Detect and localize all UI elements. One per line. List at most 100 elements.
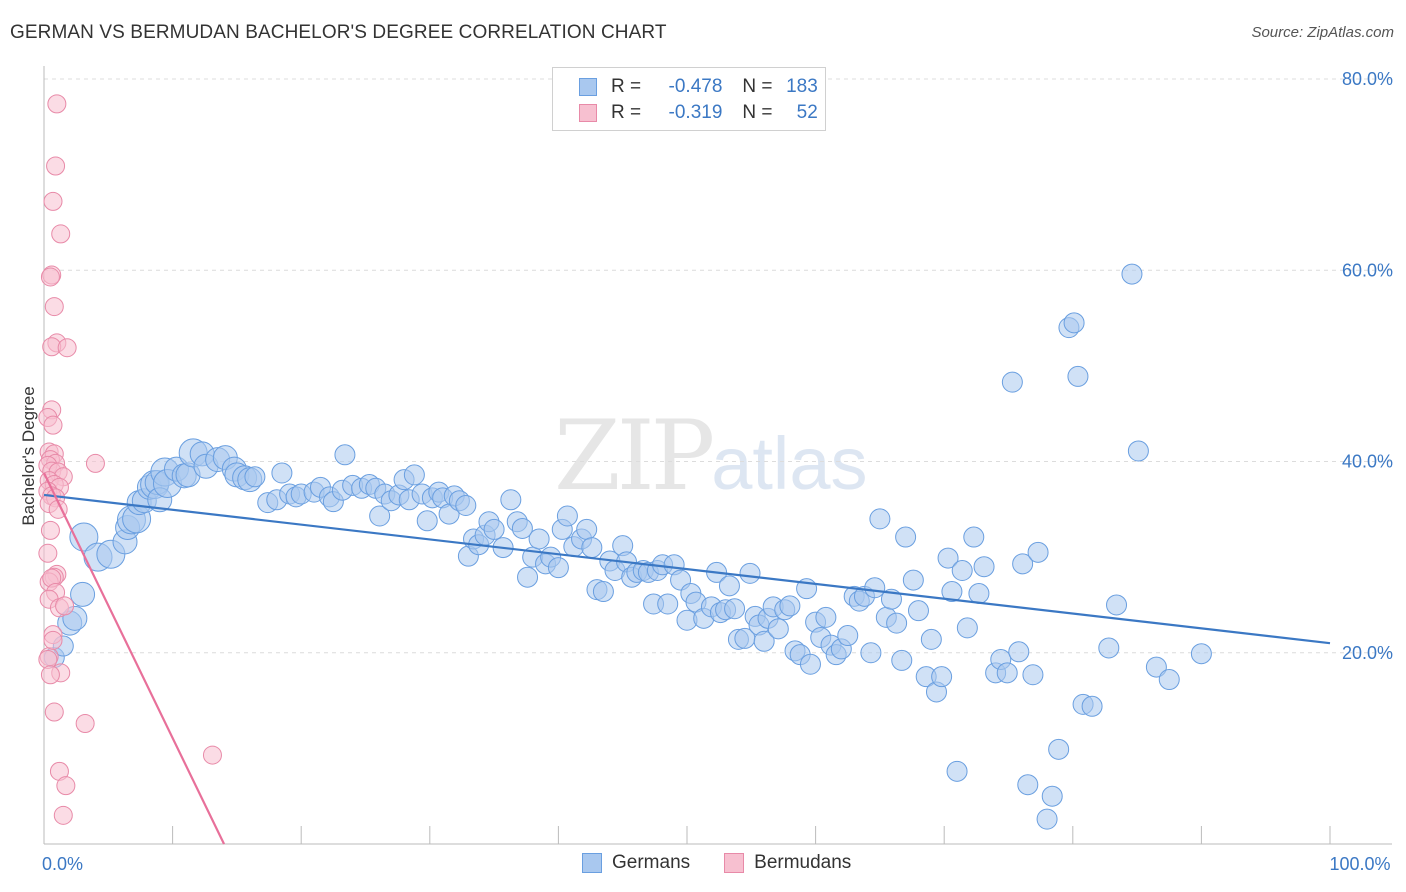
legend-r-value-germans: -0.478 [668,76,723,97]
legend-n-value-germans: 183 [786,76,818,97]
watermark-zip: ZIP [554,400,715,512]
germans-point [718,575,740,597]
germans-point [455,494,477,516]
germans-point [1048,738,1070,760]
germans-point [271,462,293,484]
germans-point [244,466,266,488]
bermudans-point [47,94,67,114]
germans-point [1063,312,1085,334]
germans-point [511,517,533,539]
legend-row-germans: R = -0.478 N = 183 [579,75,818,99]
germans-point [996,662,1018,684]
germans-point [576,518,598,540]
legend-n-value-bermudans: 52 [796,102,818,123]
germans-point [724,598,746,620]
germans-point [403,464,425,486]
germans-point [779,595,801,617]
bermudans-point [44,297,64,317]
y-tick-label: 60.0% [1342,260,1393,280]
germans-point [1027,541,1049,563]
germans-point [1017,774,1039,796]
germans-point [657,593,679,615]
germans-point [767,618,789,640]
bermudans-point [57,338,77,358]
germans-point [69,522,99,552]
germans-point [517,566,539,588]
bermudans-point [202,745,222,765]
germans-point [895,526,917,548]
germans-point [941,581,963,603]
germans-point [1067,365,1089,387]
series-swatch-bermudans [724,853,745,873]
chart-source: Source: ZipAtlas.com [1251,24,1394,41]
germans-point [956,617,978,639]
bermudans-point [43,630,63,650]
legend-swatch-bermudans [579,104,597,122]
germans-point [1022,664,1044,686]
germans-point [815,606,837,628]
series-legend-bermudans[interactable]: Bermudans [724,852,851,874]
germans-point [920,628,942,650]
germans-point [1190,643,1212,665]
bermudans-point [55,596,75,616]
y-axis-label: Bachelor's Degree [19,386,38,525]
germans-point [937,547,959,569]
x-tick-label: 0.0% [42,854,83,874]
germans-point [739,562,761,584]
germans-point [581,537,603,559]
germans-point [334,444,356,466]
germans-point [931,666,953,688]
germans-point [1008,641,1030,663]
bermudans-point [56,776,76,796]
legend-n-label: N = [742,76,773,97]
legend-r-value-bermudans: -0.319 [668,102,723,123]
legend-swatch-germans [579,78,597,96]
bermudans-trend-line [43,472,226,845]
legend-r-label: R = [611,76,642,97]
germans-point [500,489,522,511]
x-tick-label: 100.0% [1329,854,1390,874]
series-legend-germans[interactable]: Germans [582,852,690,874]
germans-point [799,653,821,675]
legend-r-label: R = [611,102,642,123]
germans-point [1012,553,1034,575]
germans-point [869,508,891,530]
germans-point [753,630,775,652]
series-swatch-germans [582,853,602,873]
series-label-germans: Germans [612,852,691,873]
stats-legend: R = -0.478 N = 183 R = -0.319 N = 52 [552,67,826,131]
germans-point [70,581,96,607]
bermudans-point [46,156,66,176]
y-tick-label: 80.0% [1342,69,1393,89]
germans-point [1036,808,1058,830]
germans-point [1098,637,1120,659]
germans-point [951,560,973,582]
germans-point [907,600,929,622]
series-label-bermudans: Bermudans [754,852,852,873]
germans-point [528,528,550,550]
germans-point [1145,656,1167,678]
bermudans-point [40,520,60,540]
germans-points [43,263,1212,830]
germans-trend-line [43,493,1331,645]
germans-point [860,642,882,664]
y-tick-label: 40.0% [1342,452,1393,472]
germans-point [416,510,438,532]
germans-point [886,612,908,634]
germans-point [902,569,924,591]
germans-point [592,581,614,603]
trend-lines [43,472,1331,845]
bermudans-point [75,714,95,734]
germans-point [1121,263,1143,285]
bermudans-point [40,267,60,287]
series-legend: Germans Bermudans [582,852,885,874]
germans-point [1001,371,1023,393]
germans-point [864,577,886,599]
germans-point [1127,440,1149,462]
axis-labels: 20.0% 40.0% 60.0% 80.0% 0.0% 100.0% Bachelor's… [19,69,1393,874]
bermudans-point [38,543,58,563]
germans-point [1158,669,1180,691]
germans-point [1041,785,1063,807]
germans-point [891,649,913,671]
